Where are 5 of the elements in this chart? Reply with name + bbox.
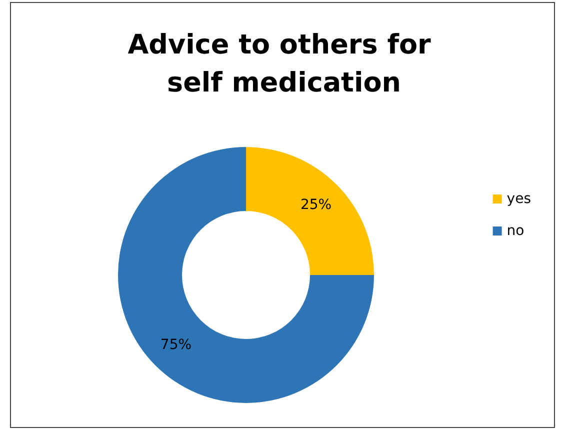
legend-label: yes: [506, 191, 532, 207]
legend-label: no: [506, 223, 524, 239]
chart-title: Advice to others for self medication: [128, 30, 440, 98]
data-label: 25%: [300, 196, 332, 213]
data-label: 75%: [160, 337, 192, 354]
